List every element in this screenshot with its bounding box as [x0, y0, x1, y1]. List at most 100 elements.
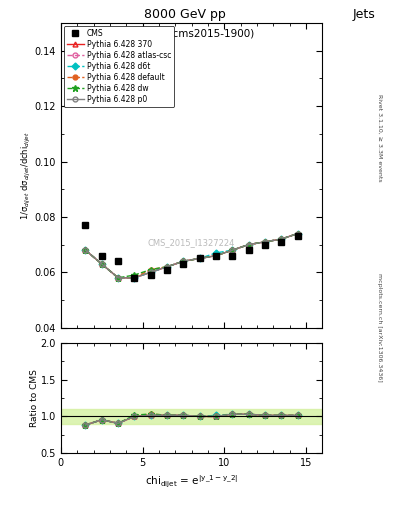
- Line: Pythia 6.428 dw: Pythia 6.428 dw: [82, 230, 301, 281]
- Pythia 6.428 atlas-csc: [214, 252, 219, 259]
- CMS: [181, 261, 186, 267]
- X-axis label: chi$_{\mathregular{dijet}}$ = e$^{\mathregular{|y\_1 - y\_2|}}$: chi$_{\mathregular{dijet}}$ = e$^{\mathr…: [145, 474, 238, 490]
- Pythia 6.428 default: [165, 264, 169, 270]
- Pythia 6.428 d6t: [197, 255, 202, 262]
- Text: CMS_2015_I1327224: CMS_2015_I1327224: [148, 238, 235, 247]
- CMS: [165, 266, 169, 272]
- Pythia 6.428 370: [296, 230, 300, 237]
- Y-axis label: 1/σ$_{dijet}$ dσ$_{dijet}$/dchi$_{dijet}$: 1/σ$_{dijet}$ dσ$_{dijet}$/dchi$_{dijet}…: [20, 131, 33, 220]
- Pythia 6.428 d6t: [230, 247, 235, 253]
- Pythia 6.428 atlas-csc: [230, 247, 235, 253]
- Pythia 6.428 d6t: [296, 230, 300, 237]
- Pythia 6.428 d6t: [214, 250, 219, 256]
- Text: Rivet 3.1.10, ≥ 3.3M events: Rivet 3.1.10, ≥ 3.3M events: [377, 94, 382, 182]
- CMS: [197, 255, 202, 262]
- Pythia 6.428 default: [99, 261, 104, 267]
- Pythia 6.428 p0: [197, 255, 202, 262]
- Pythia 6.428 atlas-csc: [279, 236, 284, 242]
- Pythia 6.428 atlas-csc: [132, 275, 137, 281]
- Pythia 6.428 d6t: [263, 239, 268, 245]
- Pythia 6.428 dw: [149, 266, 153, 272]
- Pythia 6.428 atlas-csc: [165, 264, 169, 270]
- Pythia 6.428 dw: [279, 236, 284, 242]
- Pythia 6.428 p0: [132, 275, 137, 281]
- Pythia 6.428 atlas-csc: [263, 239, 268, 245]
- Pythia 6.428 d6t: [165, 264, 169, 270]
- Legend: CMS, Pythia 6.428 370, Pythia 6.428 atlas-csc, Pythia 6.428 d6t, Pythia 6.428 de: CMS, Pythia 6.428 370, Pythia 6.428 atla…: [64, 26, 174, 106]
- Pythia 6.428 default: [83, 247, 88, 253]
- CMS: [132, 275, 137, 281]
- Pythia 6.428 atlas-csc: [116, 275, 120, 281]
- Pythia 6.428 370: [165, 264, 169, 270]
- Pythia 6.428 atlas-csc: [149, 269, 153, 275]
- Pythia 6.428 d6t: [116, 275, 120, 281]
- CMS: [83, 222, 88, 228]
- Pythia 6.428 default: [116, 275, 120, 281]
- Pythia 6.428 dw: [181, 258, 186, 264]
- Pythia 6.428 default: [149, 266, 153, 272]
- Text: Jets: Jets: [353, 8, 375, 20]
- Pythia 6.428 p0: [149, 269, 153, 275]
- CMS: [263, 242, 268, 248]
- Line: CMS: CMS: [82, 222, 301, 281]
- Pythia 6.428 370: [263, 239, 268, 245]
- Text: 8000 GeV pp: 8000 GeV pp: [144, 8, 226, 20]
- Pythia 6.428 atlas-csc: [181, 258, 186, 264]
- Pythia 6.428 d6t: [279, 236, 284, 242]
- Pythia 6.428 p0: [99, 261, 104, 267]
- Pythia 6.428 d6t: [149, 269, 153, 275]
- Line: Pythia 6.428 370: Pythia 6.428 370: [83, 231, 300, 280]
- Pythia 6.428 d6t: [132, 275, 137, 281]
- Line: Pythia 6.428 default: Pythia 6.428 default: [83, 231, 300, 280]
- Pythia 6.428 d6t: [99, 261, 104, 267]
- Pythia 6.428 default: [214, 252, 219, 259]
- Pythia 6.428 370: [214, 252, 219, 259]
- Pythia 6.428 370: [230, 247, 235, 253]
- Pythia 6.428 370: [197, 255, 202, 262]
- Pythia 6.428 dw: [246, 242, 251, 248]
- CMS: [230, 252, 235, 259]
- Pythia 6.428 atlas-csc: [246, 242, 251, 248]
- CMS: [246, 247, 251, 253]
- Pythia 6.428 p0: [279, 236, 284, 242]
- Text: χ (jets) (cms2015-1900): χ (jets) (cms2015-1900): [129, 29, 254, 39]
- Pythia 6.428 default: [181, 258, 186, 264]
- Pythia 6.428 dw: [116, 275, 120, 281]
- Pythia 6.428 dw: [296, 230, 300, 237]
- Bar: [61, 409, 322, 424]
- CMS: [149, 272, 153, 278]
- Pythia 6.428 370: [116, 275, 120, 281]
- Pythia 6.428 atlas-csc: [99, 261, 104, 267]
- Y-axis label: Ratio to CMS: Ratio to CMS: [30, 369, 39, 427]
- CMS: [99, 252, 104, 259]
- Pythia 6.428 p0: [246, 242, 251, 248]
- Pythia 6.428 d6t: [246, 242, 251, 248]
- Line: Pythia 6.428 p0: Pythia 6.428 p0: [83, 231, 300, 280]
- CMS: [214, 252, 219, 259]
- CMS: [116, 258, 120, 264]
- Pythia 6.428 atlas-csc: [296, 230, 300, 237]
- Pythia 6.428 d6t: [83, 247, 88, 253]
- Pythia 6.428 370: [83, 247, 88, 253]
- Pythia 6.428 370: [99, 261, 104, 267]
- Pythia 6.428 dw: [230, 247, 235, 253]
- Line: Pythia 6.428 atlas-csc: Pythia 6.428 atlas-csc: [83, 231, 300, 280]
- Pythia 6.428 dw: [214, 252, 219, 259]
- Pythia 6.428 p0: [165, 264, 169, 270]
- CMS: [279, 239, 284, 245]
- Pythia 6.428 p0: [230, 247, 235, 253]
- Pythia 6.428 p0: [83, 247, 88, 253]
- Pythia 6.428 default: [246, 242, 251, 248]
- Pythia 6.428 p0: [116, 275, 120, 281]
- Pythia 6.428 dw: [99, 261, 104, 267]
- Pythia 6.428 370: [279, 236, 284, 242]
- Pythia 6.428 dw: [197, 255, 202, 262]
- Pythia 6.428 dw: [263, 239, 268, 245]
- Pythia 6.428 370: [246, 242, 251, 248]
- Text: mcplots.cern.ch [arXiv:1306.3436]: mcplots.cern.ch [arXiv:1306.3436]: [377, 273, 382, 382]
- Pythia 6.428 p0: [214, 252, 219, 259]
- Pythia 6.428 default: [132, 275, 137, 281]
- Pythia 6.428 370: [149, 269, 153, 275]
- Pythia 6.428 370: [181, 258, 186, 264]
- Line: Pythia 6.428 d6t: Pythia 6.428 d6t: [83, 231, 300, 280]
